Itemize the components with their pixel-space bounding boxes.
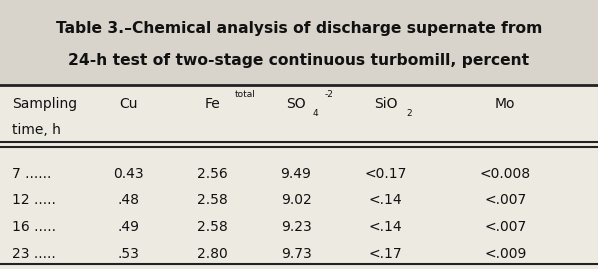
Bar (0, 0, 598, 85)
Text: 2.56: 2.56 (197, 167, 228, 180)
Text: 12 .....: 12 ..... (12, 193, 56, 207)
Text: 16 .....: 16 ..... (12, 220, 56, 234)
Text: 7 ......: 7 ...... (12, 167, 51, 180)
Text: 9.73: 9.73 (280, 247, 312, 261)
Text: SiO: SiO (374, 97, 398, 111)
Text: 4: 4 (313, 109, 318, 118)
Text: 23 .....: 23 ..... (12, 247, 56, 261)
Text: time, h: time, h (12, 123, 61, 137)
Text: <.007: <.007 (484, 220, 526, 234)
Text: .53: .53 (118, 247, 139, 261)
Text: 2.80: 2.80 (197, 247, 228, 261)
Text: Cu: Cu (120, 97, 138, 111)
Text: 9.02: 9.02 (280, 193, 312, 207)
Text: Fe: Fe (205, 97, 220, 111)
Text: <0.008: <0.008 (480, 167, 531, 180)
Text: Table 3.–Chemical analysis of discharge supernate from: Table 3.–Chemical analysis of discharge … (56, 21, 542, 36)
Text: 2.58: 2.58 (197, 193, 228, 207)
Text: 0.43: 0.43 (113, 167, 144, 180)
Text: SO: SO (286, 97, 306, 111)
Text: 9.23: 9.23 (280, 220, 312, 234)
Text: 9.49: 9.49 (280, 167, 312, 180)
Text: Mo: Mo (495, 97, 515, 111)
Text: -2: -2 (325, 90, 334, 100)
Text: <.17: <.17 (369, 247, 402, 261)
Text: <.009: <.009 (484, 247, 526, 261)
Text: <.14: <.14 (369, 220, 402, 234)
Text: 2: 2 (407, 109, 412, 118)
Text: .48: .48 (118, 193, 139, 207)
Text: 24-h test of two-stage continuous turbomill, percent: 24-h test of two-stage continuous turbom… (68, 53, 530, 68)
Text: .49: .49 (118, 220, 139, 234)
Text: <.007: <.007 (484, 193, 526, 207)
Text: total: total (235, 90, 256, 99)
Text: <.14: <.14 (369, 193, 402, 207)
Text: Sampling: Sampling (12, 97, 77, 111)
Text: <0.17: <0.17 (365, 167, 407, 180)
Text: 2.58: 2.58 (197, 220, 228, 234)
